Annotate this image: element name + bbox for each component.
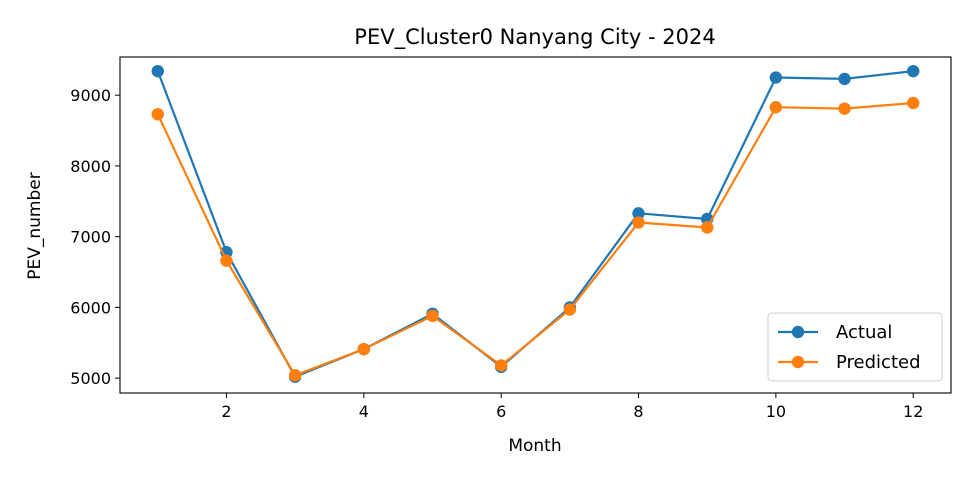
data-point-predicted bbox=[769, 101, 783, 114]
y-tick-label: 6000 bbox=[70, 298, 111, 317]
x-tick-label: 2 bbox=[221, 402, 231, 421]
x-tick-label: 12 bbox=[903, 402, 923, 421]
data-point-predicted bbox=[907, 96, 920, 110]
x-axis-label: Month bbox=[508, 436, 561, 456]
data-point-predicted bbox=[632, 216, 645, 229]
legend-box bbox=[767, 312, 943, 382]
data-point-predicted bbox=[494, 359, 508, 372]
legend-marker-actual bbox=[791, 325, 805, 339]
data-point-predicted bbox=[357, 342, 371, 356]
data-point-actual bbox=[907, 64, 920, 78]
legend-marker-predicted bbox=[791, 355, 805, 369]
x-tick-label: 8 bbox=[633, 402, 643, 421]
chart-title: PEV_Cluster0 Nanyang City - 2024 bbox=[354, 25, 715, 50]
data-point-actual bbox=[151, 64, 164, 78]
y-tick-label: 8000 bbox=[70, 157, 111, 176]
data-point-actual bbox=[769, 71, 783, 84]
data-point-predicted bbox=[288, 369, 302, 382]
y-tick-label: 9000 bbox=[70, 86, 111, 105]
x-tick-label: 6 bbox=[496, 402, 506, 421]
data-point-predicted bbox=[700, 221, 714, 234]
data-point-actual bbox=[632, 207, 645, 220]
data-point-predicted bbox=[426, 309, 439, 323]
data-point-predicted bbox=[151, 108, 164, 121]
y-tick-label: 7000 bbox=[70, 228, 111, 247]
data-point-predicted bbox=[220, 254, 233, 267]
legend-label-predicted: Predicted bbox=[836, 352, 921, 373]
data-point-predicted bbox=[563, 303, 577, 316]
x-tick-label: 4 bbox=[359, 402, 369, 421]
series-line-predicted bbox=[156, 101, 914, 377]
x-tick-label: 10 bbox=[766, 402, 786, 421]
axes-frame bbox=[119, 56, 952, 394]
plot-area: 2 4 6 8 10 12 5000 6000 7000 8000 9000 bbox=[70, 56, 952, 421]
legend-label-actual: Actual bbox=[836, 322, 892, 343]
legend: Actual Predicted bbox=[767, 312, 943, 382]
y-axis-label: PEV_number bbox=[25, 172, 45, 279]
y-tick-label: 5000 bbox=[70, 369, 111, 388]
data-point-actual bbox=[838, 72, 851, 86]
data-point-predicted bbox=[838, 102, 851, 115]
